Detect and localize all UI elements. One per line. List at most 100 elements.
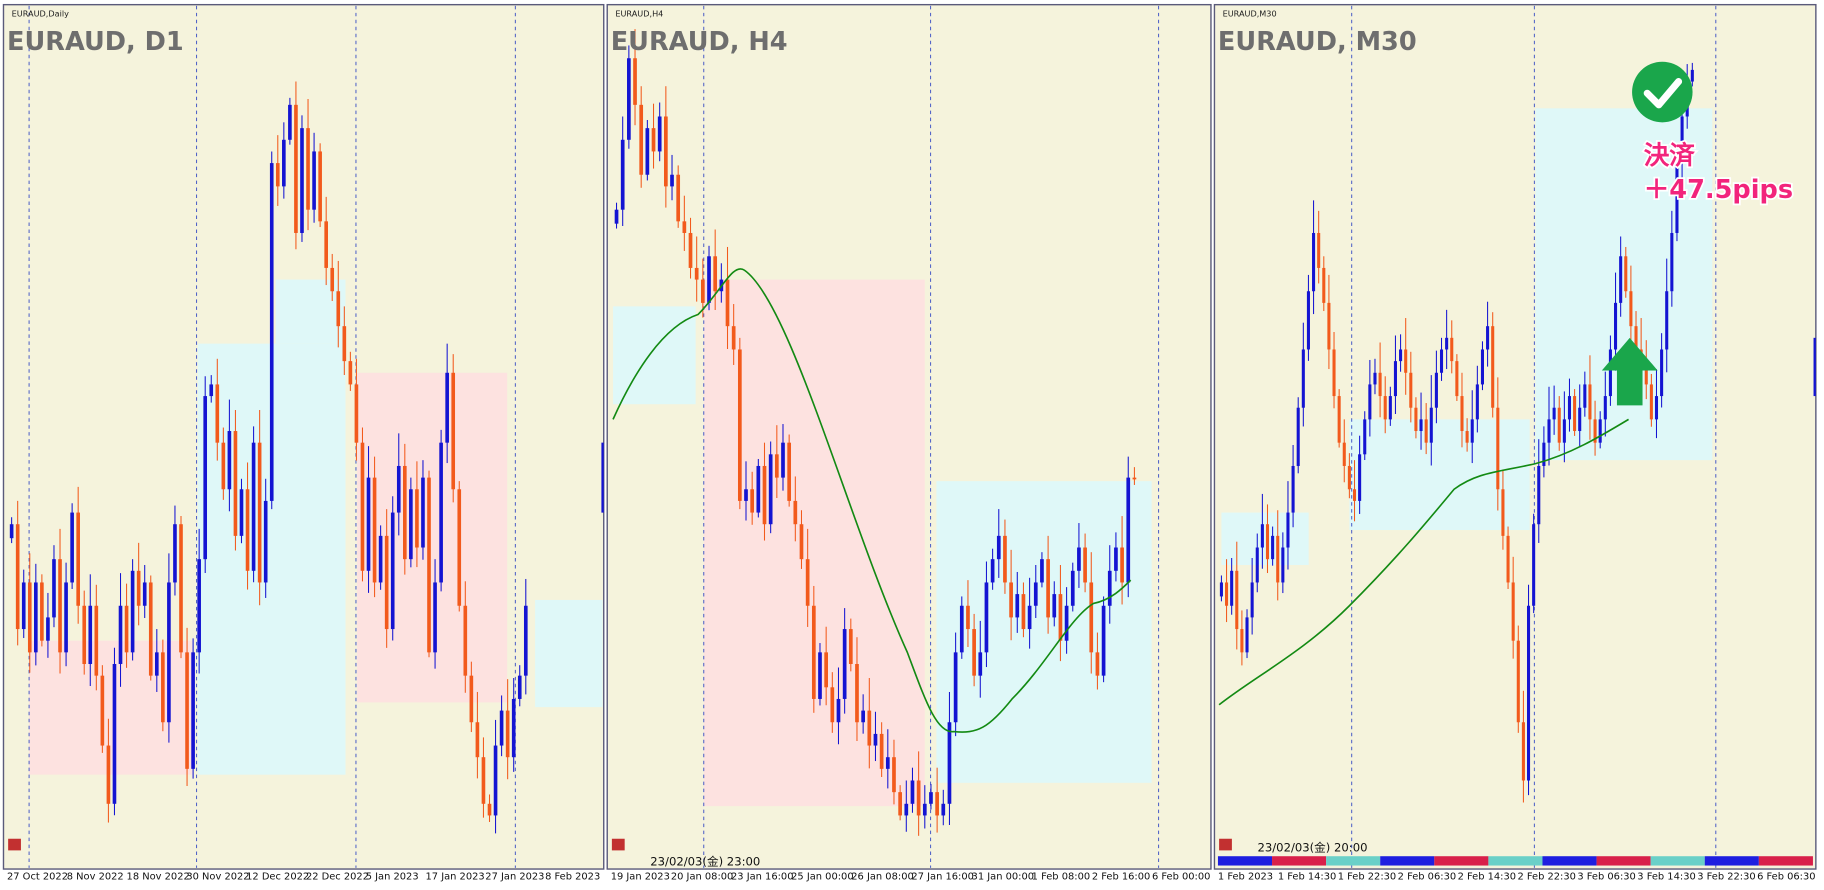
candle-body [1567, 396, 1572, 420]
candle-body [396, 465, 401, 513]
candle-body [1521, 722, 1525, 781]
candle-body [64, 582, 68, 653]
candle-body [1526, 605, 1531, 781]
candle-body [1557, 407, 1561, 443]
candle-body [1271, 535, 1275, 560]
x-axis-label: 23 Jan 16:00 [731, 872, 793, 883]
close-button [611, 838, 625, 851]
candle-body [1058, 594, 1063, 641]
candle-body [1373, 372, 1377, 385]
zone-box [275, 279, 346, 344]
candle-body [787, 442, 792, 501]
x-axis-label: 20 Jan 08:00 [671, 872, 733, 883]
candle-body [15, 524, 20, 630]
candle-body [1404, 349, 1408, 373]
session-strip [1326, 856, 1381, 866]
candle-body [879, 733, 884, 769]
candle-body [300, 128, 304, 233]
candle-body [409, 489, 413, 560]
candle-body [106, 745, 111, 804]
candle-body [1532, 524, 1536, 606]
candle-body [651, 128, 656, 152]
candle-body [1547, 419, 1551, 443]
candle-body [639, 104, 644, 175]
candle-body [148, 582, 153, 676]
candle-body [1654, 396, 1659, 420]
candle-body [1445, 337, 1449, 350]
candle-body [916, 780, 921, 816]
zone-box [1349, 419, 1530, 531]
candle-body [781, 442, 785, 478]
candle-body [867, 710, 872, 746]
candle-body [1358, 454, 1362, 501]
candle-body [676, 174, 681, 222]
check-icon [1632, 61, 1693, 123]
candle-body [1393, 361, 1397, 397]
candle-body [136, 570, 141, 606]
candle-body [774, 454, 779, 478]
candle-body [959, 605, 964, 653]
candle-body [209, 384, 214, 397]
candle-body [1465, 431, 1469, 443]
candle-body [203, 396, 208, 560]
candle-body [457, 489, 462, 606]
candle-body [1064, 605, 1069, 641]
candle-body [1132, 477, 1137, 480]
candle-body [793, 500, 798, 525]
candle-body [1619, 256, 1623, 303]
candle-body [167, 582, 171, 723]
candle-body [88, 605, 93, 665]
candle-body [737, 349, 742, 501]
candle-body [330, 267, 335, 292]
candle-body [1077, 547, 1081, 571]
candle-body [348, 361, 353, 385]
candle-body [898, 792, 902, 816]
candle-body [1250, 582, 1254, 618]
candle-body [1388, 396, 1392, 420]
candle-body [342, 326, 347, 362]
candle-body [197, 559, 201, 653]
moving-average [1218, 418, 1629, 706]
candle-body [941, 803, 946, 816]
session-strip [1542, 856, 1597, 866]
candle-body [855, 664, 859, 723]
candle-body [818, 652, 822, 699]
candle-body [1603, 396, 1607, 420]
candle-body [670, 174, 674, 187]
candle-body [1511, 582, 1515, 641]
candle-body [282, 139, 286, 187]
candle-body [664, 116, 668, 187]
candle-body [481, 757, 486, 804]
candle-body [1296, 407, 1300, 466]
x-axis-label: 30 Nov 2022 [186, 872, 249, 883]
candle-body [1634, 326, 1638, 350]
x-axis-label: 25 Jan 00:00 [791, 872, 853, 883]
session-strip [1434, 856, 1489, 866]
candle-body [1245, 617, 1249, 653]
candle-body [953, 652, 958, 723]
candle-body [1644, 361, 1648, 385]
candle-body [1033, 582, 1038, 606]
session-strip [1488, 856, 1543, 866]
candle-body [688, 232, 693, 268]
candle-body [694, 267, 699, 280]
candle-body [1399, 349, 1403, 362]
zone-box [535, 599, 603, 708]
candle-body [1276, 535, 1280, 583]
cursor-time: 23/02/03(金) 23:00 [650, 855, 760, 869]
candle-body [892, 757, 896, 793]
candle-body [1255, 547, 1259, 583]
candle-body [1312, 232, 1316, 292]
candle-body [34, 582, 38, 653]
x-axis-label: 6 Feb 00:00 [1152, 872, 1210, 883]
candle-body [1114, 547, 1118, 571]
candle-body [294, 104, 298, 233]
candle-body [324, 221, 328, 268]
candle-body [1455, 361, 1459, 397]
candle-body [873, 733, 878, 746]
candle-body [318, 151, 322, 222]
candle-body [257, 442, 262, 583]
candle-body [251, 442, 256, 571]
candle-body [451, 372, 456, 490]
candle-body [1286, 512, 1290, 548]
